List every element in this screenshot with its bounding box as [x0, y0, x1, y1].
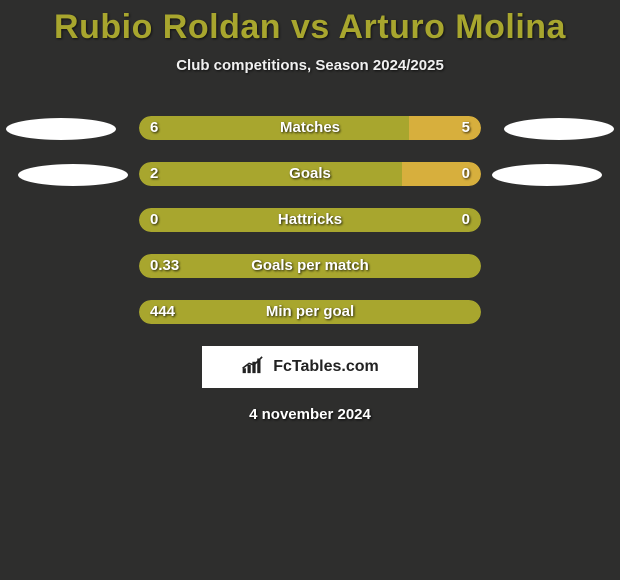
stat-label: Hattricks [139, 208, 481, 232]
chart-icon [241, 355, 267, 380]
page-title: Rubio Roldan vs Arturo Molina [0, 0, 620, 47]
stat-label: Min per goal [139, 300, 481, 324]
stat-row: 2 Goals 0 [0, 162, 620, 186]
date-stamp: 4 november 2024 [0, 406, 620, 423]
stat-value-right: 0 [462, 208, 470, 232]
stat-row: 6 Matches 5 [0, 116, 620, 140]
subtitle: Club competitions, Season 2024/2025 [0, 57, 620, 74]
stat-value-right: 5 [462, 116, 470, 140]
stat-row: 444 Min per goal [0, 300, 620, 324]
stat-row: 0 Hattricks 0 [0, 208, 620, 232]
source-badge: FcTables.com [202, 346, 418, 388]
plate-right-icon [492, 164, 602, 186]
stat-value-right: 0 [462, 162, 470, 186]
plate-left-icon [6, 118, 116, 140]
comparison-infographic: Rubio Roldan vs Arturo Molina Club compe… [0, 0, 620, 580]
stat-label: Matches [139, 116, 481, 140]
stat-label: Goals [139, 162, 481, 186]
plate-right-icon [504, 118, 614, 140]
stat-row: 0.33 Goals per match [0, 254, 620, 278]
badge-text: FcTables.com [273, 358, 379, 376]
stat-rows: 6 Matches 5 2 Goals 0 0 Hattricks 0 [0, 116, 620, 324]
plate-left-icon [18, 164, 128, 186]
stat-label: Goals per match [139, 254, 481, 278]
